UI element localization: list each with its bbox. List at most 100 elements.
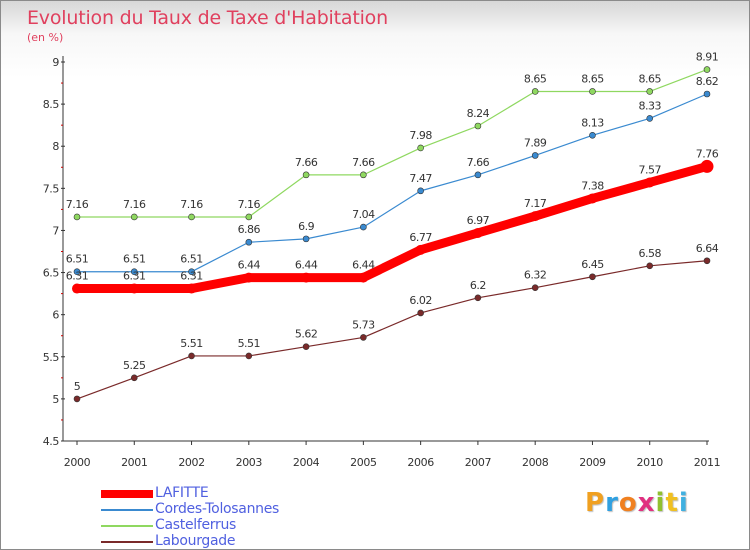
- data-label-cordes-tolosannes: 7.04: [352, 208, 375, 221]
- logo-letter: r: [605, 488, 619, 518]
- data-point-castelferrus: [245, 213, 253, 221]
- data-point-castelferrus: [302, 171, 310, 179]
- logo-letter: P: [585, 488, 606, 518]
- data-label-castelferrus: 7.98: [409, 129, 432, 142]
- data-point-labourgade: [302, 343, 310, 350]
- series-line-labourgade: [76, 260, 708, 400]
- x-tick-label: 2009: [579, 456, 606, 469]
- x-tick-label: 2000: [64, 456, 91, 469]
- data-label-cordes-tolosannes: 6.86: [238, 223, 261, 236]
- data-point-lafitte: [700, 159, 714, 173]
- data-label-castelferrus: 8.65: [524, 72, 547, 85]
- logo-letter: x: [637, 488, 656, 518]
- data-point-labourgade: [646, 262, 654, 270]
- data-point-lafitte: [243, 272, 254, 283]
- data-point-labourgade: [73, 395, 81, 403]
- data-point-labourgade: [703, 257, 711, 265]
- data-label-castelferrus: 7.16: [66, 198, 89, 211]
- data-label-castelferrus: 7.16: [180, 198, 203, 211]
- data-label-cordes-tolosannes: 8.62: [696, 75, 719, 88]
- data-point-labourgade: [130, 374, 138, 382]
- legend-label: Cordes-Tolosannes: [155, 501, 280, 517]
- data-label-cordes-tolosannes: 8.33: [638, 99, 661, 112]
- data-label-lafitte: 7.17: [524, 197, 547, 210]
- data-point-labourgade: [589, 273, 596, 281]
- series-line-lafitte: [72, 161, 712, 294]
- data-label-labourgade: 6.2: [470, 279, 486, 292]
- data-label-castelferrus: 8.65: [638, 72, 661, 85]
- chart-title: Evolution du Taux de Taxe d'Habitation: [27, 7, 388, 29]
- data-point-cordes-tolosannes: [130, 268, 138, 276]
- data-point-lafitte: [472, 227, 483, 238]
- x-tick-label: 2002: [178, 456, 204, 469]
- data-point-cordes-tolosannes: [188, 268, 195, 276]
- x-tick-label: 2001: [121, 456, 147, 469]
- data-label-castelferrus: 7.16: [123, 198, 146, 211]
- x-tick-label: 2004: [293, 456, 320, 469]
- legend-label: Labourgade: [155, 533, 236, 549]
- data-label-castelferrus: 7.16: [238, 198, 261, 211]
- x-tick-label: 2003: [236, 456, 263, 469]
- chart-unit: (en %): [27, 31, 64, 44]
- data-point-lafitte: [587, 193, 598, 204]
- y-tick-label: 8: [52, 140, 59, 153]
- data-point-lafitte: [644, 177, 655, 188]
- data-label-labourgade: 6.45: [581, 258, 604, 271]
- x-tick-label: 2007: [465, 456, 492, 469]
- y-tick-label: 9: [52, 56, 59, 69]
- x-tick-label: 2005: [350, 456, 377, 469]
- legend-label: LAFITTE: [155, 485, 209, 501]
- data-point-labourgade: [188, 352, 195, 360]
- data-label-lafitte: 6.97: [467, 214, 490, 227]
- x-tick-label: 2006: [407, 456, 434, 469]
- data-label-castelferrus: 8.65: [581, 72, 604, 85]
- y-tick-label: 6.5: [43, 267, 60, 280]
- data-point-labourgade: [474, 294, 482, 302]
- data-label-cordes-tolosannes: 8.13: [581, 116, 604, 129]
- data-label-lafitte: 7.76: [696, 147, 719, 160]
- x-tick-label: 2008: [522, 456, 549, 469]
- data-label-labourgade: 5.62: [295, 328, 318, 341]
- data-label-castelferrus: 8.24: [467, 107, 490, 120]
- logo-letter: t: [665, 488, 679, 518]
- y-tick-label: 5.5: [43, 351, 60, 364]
- data-point-cordes-tolosannes: [245, 238, 253, 246]
- y-tick-label: 5: [52, 393, 59, 406]
- y-tick-label: 7: [52, 224, 59, 237]
- data-point-lafitte: [301, 272, 312, 283]
- y-tick-label: 7.5: [43, 182, 60, 195]
- data-label-cordes-tolosannes: 6.51: [66, 253, 89, 266]
- data-point-castelferrus: [417, 144, 424, 152]
- data-point-lafitte: [186, 283, 197, 294]
- data-point-labourgade: [417, 309, 424, 317]
- data-point-castelferrus: [589, 88, 596, 95]
- data-point-lafitte: [530, 211, 541, 222]
- legend-label: Castelferrus: [155, 517, 237, 533]
- data-point-labourgade: [360, 334, 367, 341]
- data-point-castelferrus: [73, 213, 81, 221]
- data-point-lafitte: [415, 244, 426, 255]
- data-label-labourgade: 5: [74, 380, 81, 393]
- x-tick-label: 2010: [637, 456, 664, 469]
- legend-swatch: [101, 525, 153, 527]
- data-point-cordes-tolosannes: [73, 268, 81, 276]
- data-point-castelferrus: [646, 88, 654, 95]
- proxiti-logo: Proxiti: [585, 488, 689, 518]
- data-point-cordes-tolosannes: [474, 171, 482, 179]
- data-point-castelferrus: [703, 66, 711, 73]
- data-label-labourgade: 6.32: [524, 269, 547, 282]
- data-label-labourgade: 5.51: [238, 337, 261, 350]
- y-tick-label: 4.5: [43, 435, 60, 448]
- data-label-castelferrus: 8.91: [696, 51, 719, 64]
- y-tick-label: 6: [52, 309, 59, 322]
- data-point-cordes-tolosannes: [302, 235, 310, 243]
- data-point-lafitte: [358, 272, 369, 283]
- data-point-castelferrus: [130, 213, 138, 221]
- data-label-lafitte: 6.44: [295, 259, 318, 272]
- data-point-labourgade: [245, 352, 253, 360]
- data-label-lafitte: 6.31: [66, 270, 89, 283]
- data-point-cordes-tolosannes: [417, 187, 424, 195]
- logo-letter: i: [655, 488, 666, 518]
- data-label-castelferrus: 7.66: [352, 156, 375, 169]
